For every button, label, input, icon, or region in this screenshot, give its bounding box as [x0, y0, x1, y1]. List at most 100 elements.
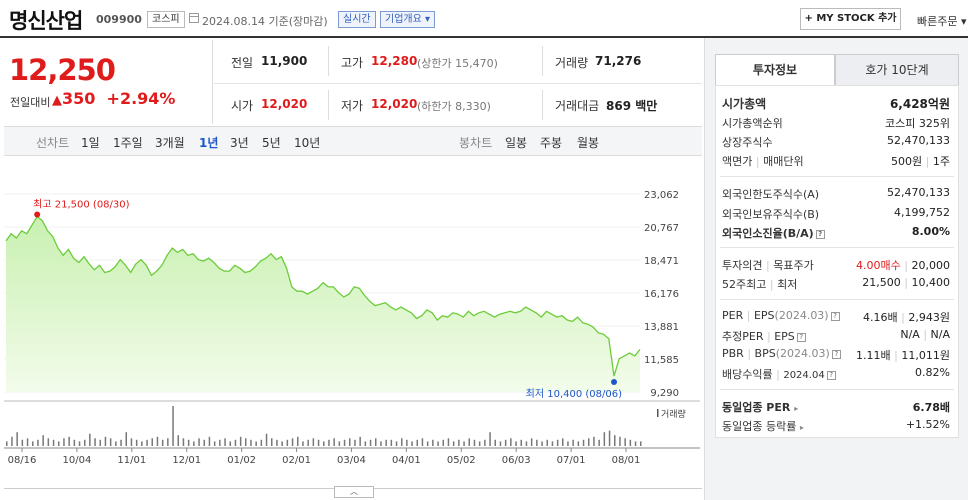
volume-legend-label: 거래량	[661, 408, 686, 420]
volume-bar	[437, 441, 439, 446]
tab-investment-info[interactable]: 투자정보	[715, 54, 835, 86]
price-chart[interactable]: 23,062 20,767 18,471 16,176 13,881 11,585 9,29…	[0, 158, 700, 498]
opinion-target-value: 4.00매수 | 20,000	[856, 259, 950, 272]
per-label: PER	[722, 309, 744, 322]
volume-bar	[572, 439, 574, 446]
volume-bar	[640, 441, 642, 446]
volume-bar	[515, 441, 517, 446]
help-icon[interactable]: ?	[826, 371, 836, 380]
volume-bar	[416, 439, 418, 446]
dividend-value: 0.82%	[915, 366, 950, 379]
current-price: 12,250	[9, 53, 116, 87]
market-cap-rank-value: 코스피 325위	[885, 117, 950, 130]
foreign-limit-value: 52,470,133	[887, 186, 950, 199]
foreign-limit-label: 외국인한도주식수(A)	[722, 188, 820, 201]
volume-bar	[245, 438, 247, 446]
volume-bar	[629, 439, 632, 446]
volume-bar	[494, 439, 496, 446]
volume-bar	[203, 439, 205, 446]
eps-value: 2,943원	[908, 311, 950, 324]
volume-bar	[146, 439, 148, 446]
volume-bar	[47, 438, 50, 446]
help-icon[interactable]: ?	[796, 333, 806, 342]
period-1d[interactable]: 1일	[81, 136, 100, 150]
period-3y[interactable]: 3년	[230, 136, 249, 150]
candle-daily[interactable]: 일봉	[505, 136, 528, 150]
volume-bar	[115, 441, 117, 446]
volume-bar	[536, 439, 538, 446]
help-icon[interactable]: ?	[815, 230, 825, 239]
volume-bar	[265, 433, 268, 446]
opinion-value: 4.00매수	[856, 259, 901, 272]
low-label: 저가	[341, 99, 364, 113]
tab-quote-10[interactable]: 호가 10단계	[835, 54, 959, 86]
dividend-date: 2024.04	[783, 370, 825, 381]
volume-bar	[187, 439, 190, 446]
volume-bar	[525, 441, 528, 446]
volume-bar	[250, 439, 252, 446]
candle-weekly[interactable]: 주봉	[540, 136, 563, 150]
volume-bar	[89, 433, 91, 446]
est-eps-label: EPS	[774, 330, 795, 343]
lower-limit: (하한가 8,330)	[417, 100, 491, 113]
my-stock-add-button[interactable]: + MY STOCK 추가	[800, 8, 901, 30]
max-point-label: 최고 21,500 (08/30)	[33, 198, 129, 210]
divider	[720, 247, 954, 248]
chevron-down-icon: ▾	[960, 15, 967, 28]
volume-bar	[260, 439, 263, 446]
collapse-toggle[interactable]: ︿	[334, 486, 374, 498]
par-trade-unit-label: 액면가 | 매매단위	[722, 155, 804, 168]
y-tick-label: 9,290	[650, 388, 679, 399]
est-per-eps-value: N/A | N/A	[900, 328, 950, 341]
line-chart-label: 선차트	[36, 136, 70, 150]
company-overview-label: 기업개요	[385, 14, 422, 25]
help-icon[interactable]: ?	[830, 312, 840, 321]
period-10y[interactable]: 10년	[294, 136, 321, 150]
x-tick-label: 08/16	[8, 455, 37, 466]
volume-legend: 거래량	[657, 408, 686, 420]
volume-bar	[359, 436, 361, 446]
volume-bar	[21, 439, 24, 446]
volume-bar	[530, 438, 533, 446]
volume-bar	[219, 439, 221, 446]
sector-per-label[interactable]: 동일업종 PER ▸	[722, 399, 798, 415]
w52-low-label: 최저	[777, 278, 798, 291]
market-cap-label: 시가총액	[722, 97, 767, 111]
amount-value: 869 백만	[606, 97, 657, 114]
opinion-label: 투자의견	[722, 259, 763, 272]
volume-bar	[354, 439, 356, 446]
x-tick-label: 01/02	[227, 455, 256, 466]
y-tick-label: 13,881	[644, 322, 679, 333]
volume-bar	[302, 441, 304, 446]
prev-close-value: 11,900	[261, 54, 308, 68]
volume-bar	[52, 439, 55, 446]
candle-monthly[interactable]: 월봉	[577, 136, 600, 150]
volume-bar	[68, 436, 70, 446]
shares-value: 52,470,133	[887, 134, 950, 147]
help-icon[interactable]: ?	[831, 350, 841, 359]
volume-bar	[32, 441, 34, 446]
period-1y[interactable]: 1년	[199, 136, 219, 150]
sector-rate-label[interactable]: 동일업종 등락률 ▸	[722, 418, 804, 434]
volume-bar	[582, 439, 585, 446]
company-overview-dropdown[interactable]: 기업개요 ▾	[380, 11, 436, 28]
period-bar: 선차트 1일 1주일 3개월 1년 3년 5년 10년 봉차트 일봉 주봉 월봉	[4, 126, 702, 156]
volume-bar	[297, 436, 299, 446]
realtime-button[interactable]: 실시간	[338, 11, 376, 28]
volume-bar	[333, 438, 335, 446]
per-value: 4.16배	[863, 311, 898, 324]
volume-value: 71,276	[595, 54, 642, 68]
divider	[720, 299, 954, 300]
period-3m[interactable]: 3개월	[155, 136, 185, 150]
divider	[542, 90, 543, 120]
quick-order-button[interactable]: 빠른주문 ▾	[917, 13, 967, 29]
w52-label: 52주최고 | 최저	[722, 278, 798, 291]
volume-bar	[193, 441, 195, 446]
volume-bar	[588, 438, 590, 446]
volume-bar	[172, 406, 174, 446]
x-tick-label: 05/02	[447, 455, 476, 466]
period-5y[interactable]: 5년	[262, 136, 281, 150]
sector-rate-value: +1.52%	[905, 418, 950, 431]
period-1w[interactable]: 1주일	[113, 136, 143, 150]
volume-bar	[478, 441, 481, 446]
